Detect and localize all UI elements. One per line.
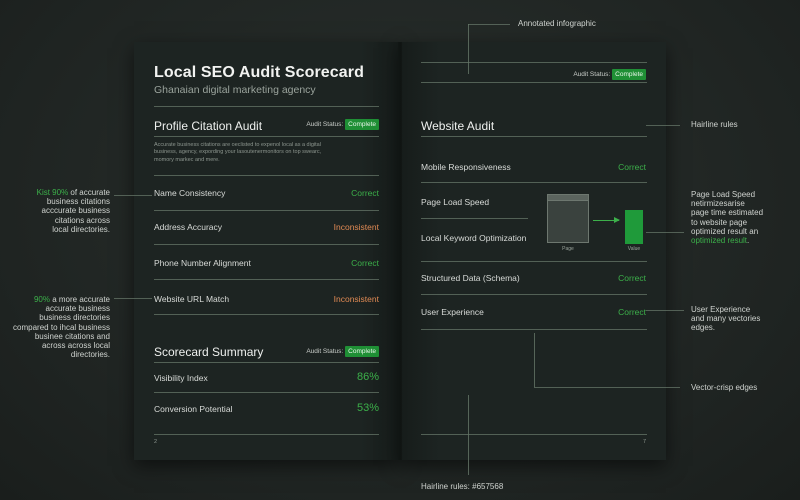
page-title: Local SEO Audit Scorecard — [154, 64, 364, 81]
annotation-top: Annotated infographic — [518, 19, 596, 28]
page-number: 2 — [154, 439, 158, 445]
annotation-ux: User Experience and many vectories edges… — [691, 305, 761, 333]
page-number: 7 — [642, 439, 646, 445]
row-status-address: Inconsistent — [333, 222, 379, 232]
graphic-value-label: Value — [627, 246, 641, 252]
row-label-speed: Page Load Speed — [421, 197, 490, 207]
audit-status-label: Audit Status: — [306, 121, 344, 128]
row-status-mobile: Correct — [618, 162, 646, 172]
section-heading-summary: Scorecard Summary — [154, 345, 264, 359]
value-bar — [625, 210, 643, 244]
audit-status-label: Audit Status: — [573, 71, 611, 78]
summary-value-visibility: 86% — [356, 371, 379, 383]
annotation-left-2: 90% a more accurate accurate business bu… — [13, 295, 110, 360]
audit-status-summary: Audit Status: Complete — [306, 346, 379, 357]
row-status-schema: Correct — [618, 273, 646, 283]
row-label-url: Website URL Match — [154, 294, 230, 304]
summary-label-conversion: Conversion Potential — [154, 404, 233, 414]
status-badge: Complete — [612, 69, 646, 80]
row-label-ux: User Experience — [421, 307, 484, 317]
section-heading-citation: Profile Citation Audit — [154, 119, 263, 133]
annotation-hairline: Hairline rules — [691, 120, 738, 129]
annotation-page-load: Page Load Speed netirmizesarise page tim… — [691, 190, 764, 245]
row-label-schema: Structured Data (Schema) — [421, 273, 520, 283]
summary-value-conversion: 53% — [356, 402, 379, 414]
row-status-name: Correct — [351, 188, 379, 198]
row-label-name: Name Consistency — [154, 188, 226, 198]
arrow-head-icon — [614, 217, 620, 223]
audit-status-right: Audit Status: Complete — [573, 69, 646, 80]
intro-paragraph: Accurate business citations are oecliste… — [154, 142, 322, 163]
right-page: Audit Status: Complete Website Audit Mob… — [400, 42, 666, 460]
status-badge: Complete — [345, 346, 379, 357]
audit-status-label: Audit Status: — [306, 348, 344, 355]
left-page: Local SEO Audit Scorecard Ghanaian digit… — [134, 42, 400, 460]
row-status-url: Inconsistent — [333, 294, 379, 304]
summary-label-visibility: Visibility Index — [154, 373, 208, 383]
page-thumbnail-icon — [547, 194, 589, 243]
annotation-vector: Vector-crisp edges — [691, 383, 758, 392]
row-status-phone: Correct — [351, 258, 379, 268]
annotation-bottom: Hairline rules: #657568 — [421, 482, 504, 491]
section-heading-website: Website Audit — [421, 119, 495, 133]
row-status-ux: Correct — [618, 307, 646, 317]
row-label-phone: Phone Number Alignment — [154, 258, 251, 268]
audit-status: Audit Status: Complete — [306, 119, 379, 130]
graphic-page-label: Page — [562, 246, 574, 252]
arrow-icon — [593, 220, 619, 221]
row-label-mobile: Mobile Responsiveness — [421, 162, 511, 172]
row-label-address: Address Accuracy — [154, 222, 223, 232]
page-subtitle: Ghanaian digital marketing agency — [154, 84, 316, 96]
annotation-left-1: Kist 90% of accurate business citations … — [36, 188, 110, 234]
status-badge: Complete — [345, 119, 379, 130]
row-label-keyword: Local Keyword Optimization — [421, 233, 527, 243]
book-spine — [398, 42, 402, 460]
